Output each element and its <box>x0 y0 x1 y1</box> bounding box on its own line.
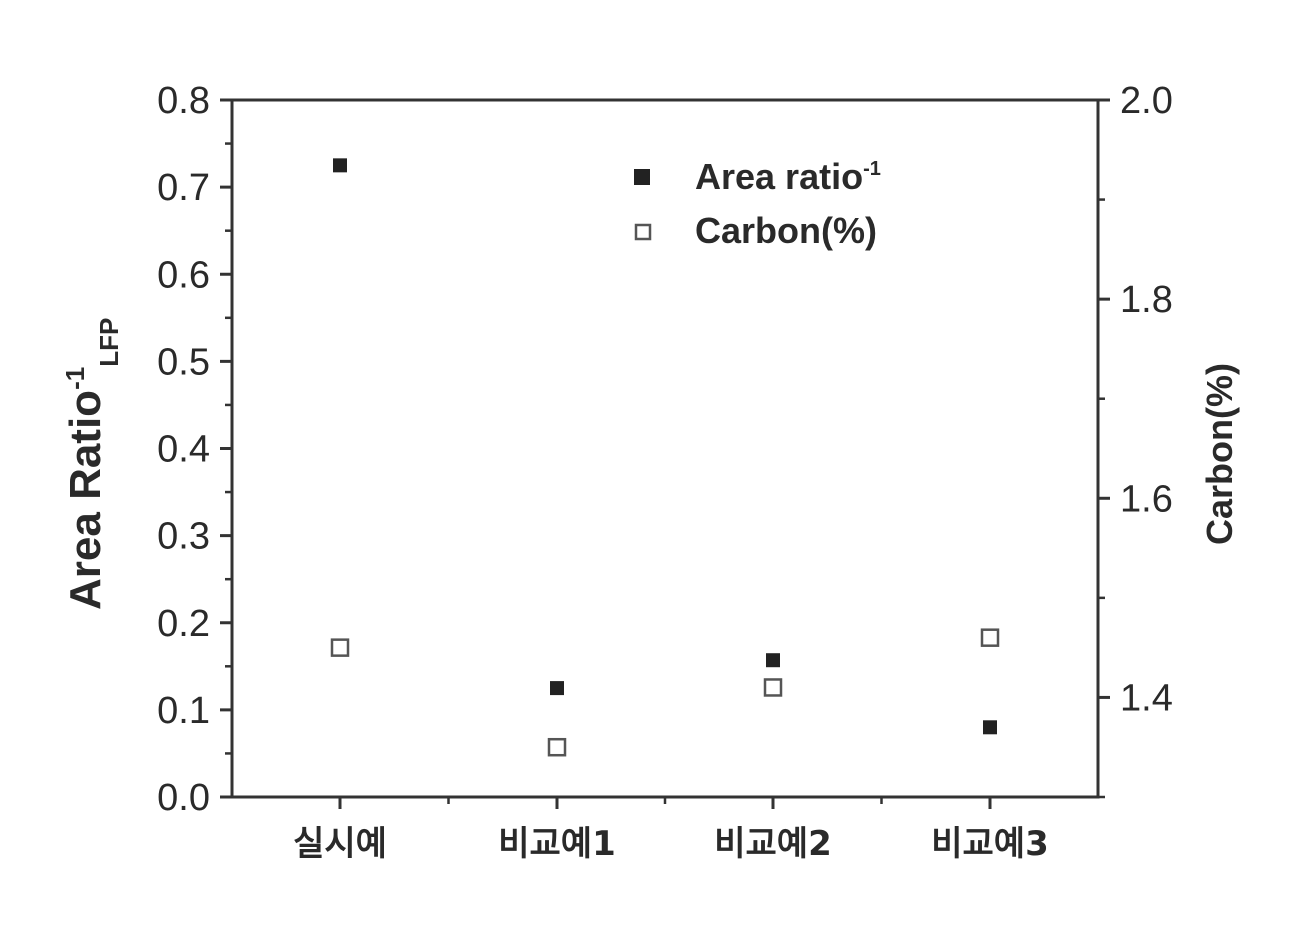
carbon-point <box>332 640 348 656</box>
x-category-label: 비교예3 <box>931 824 1049 864</box>
right-axis: 1.4 1.6 1.8 2.0 <box>1098 80 1173 797</box>
plot-frame <box>232 100 1098 797</box>
left-axis-title: Area Ratio-1LFP <box>60 318 124 610</box>
carbon-point <box>765 679 781 695</box>
right-tick-label: 1.6 <box>1120 478 1173 520</box>
left-tick-label: 0.1 <box>157 690 210 732</box>
right-tick-label: 1.4 <box>1120 677 1173 719</box>
area-ratio-point <box>983 720 997 734</box>
x-category-label: 비교예2 <box>714 824 832 864</box>
legend-entry-area-ratio: Area ratio-1 <box>695 156 881 197</box>
legend-marker-open <box>636 225 650 239</box>
x-category-label: 비교예1 <box>498 824 616 864</box>
left-tick-label: 0.4 <box>157 429 210 471</box>
area-ratio-point <box>766 653 780 667</box>
right-tick-label: 2.0 <box>1120 80 1173 122</box>
left-tick-label: 0.0 <box>157 777 210 819</box>
right-tick-label: 1.8 <box>1120 279 1173 321</box>
carbon-point <box>549 739 565 755</box>
right-axis-title: Carbon(%) <box>1199 363 1240 545</box>
legend-marker-filled <box>634 169 650 185</box>
left-axis: 0.0 0.1 0.2 0.3 0.4 0.5 0.6 0.7 0.8 <box>157 80 232 819</box>
left-tick-label: 0.2 <box>157 603 210 645</box>
legend: Area ratio-1 Carbon(%) <box>634 156 881 251</box>
area-ratio-point <box>550 681 564 695</box>
x-category-label: 실시예 <box>293 824 387 864</box>
area-ratio-point <box>333 158 347 172</box>
left-tick-label: 0.7 <box>157 167 210 209</box>
carbon-point <box>982 630 998 646</box>
left-tick-label: 0.3 <box>157 516 210 558</box>
left-tick-label: 0.5 <box>157 341 210 383</box>
left-tick-label: 0.8 <box>157 80 210 122</box>
legend-entry-carbon: Carbon(%) <box>695 210 877 251</box>
left-tick-label: 0.6 <box>157 254 210 296</box>
bottom-axis: 실시예 비교예1 비교예2 비교예3 <box>293 797 1049 864</box>
data-markers <box>332 158 998 755</box>
